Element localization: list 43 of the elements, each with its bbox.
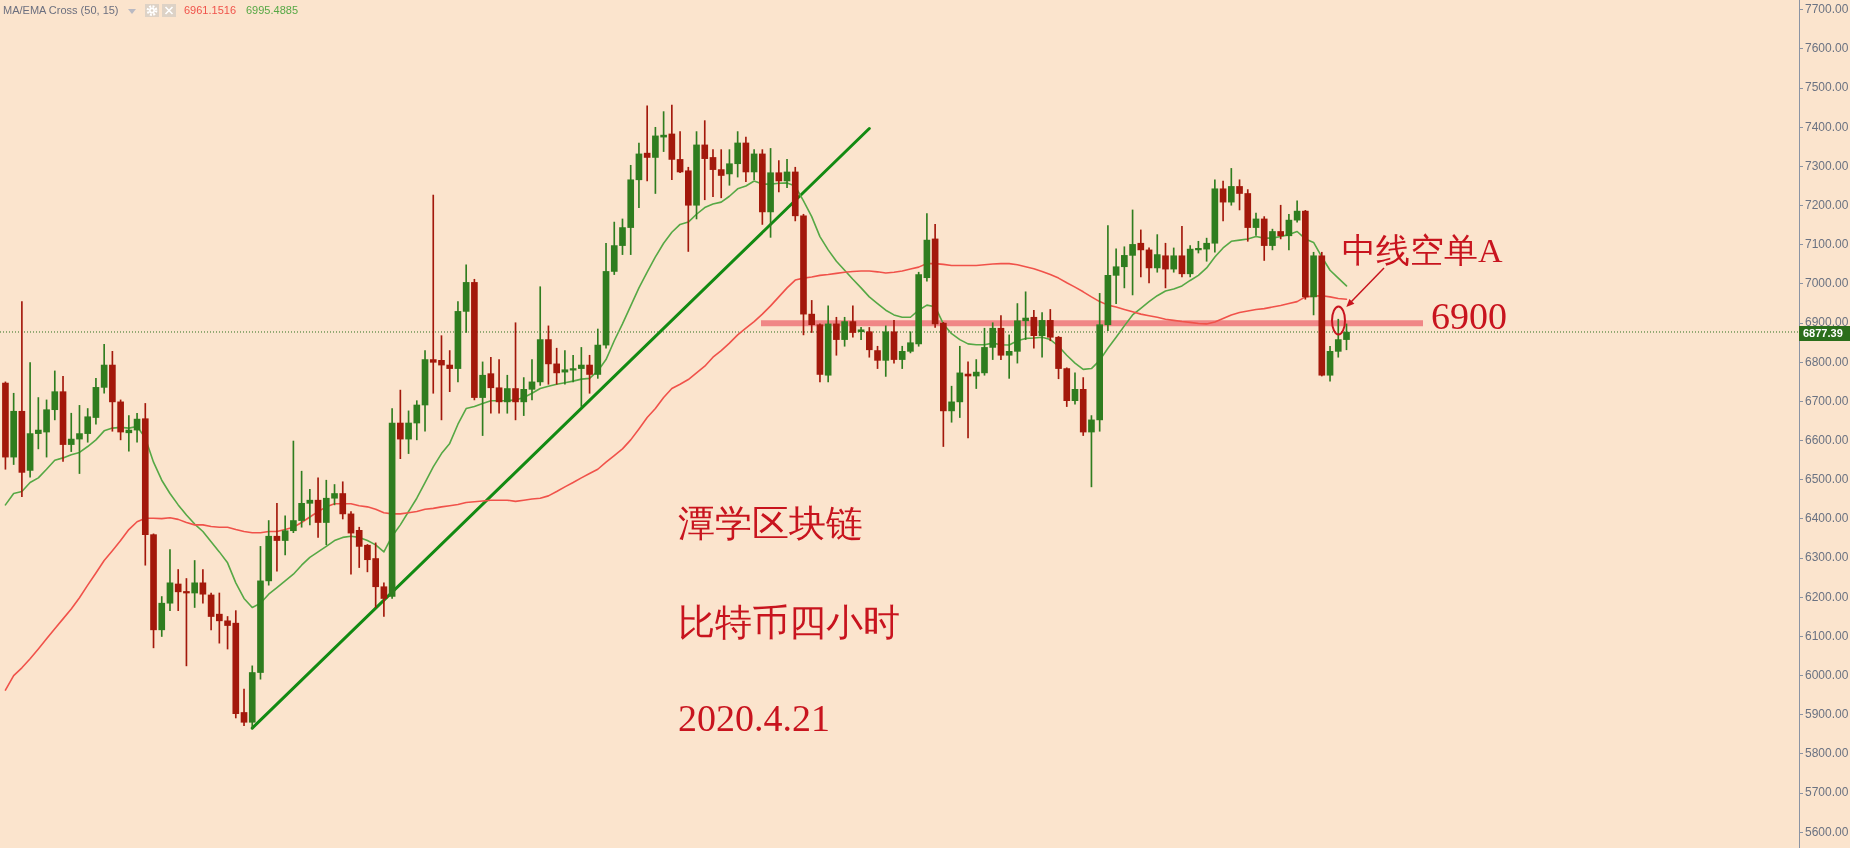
y-tick-label: 6700.00 — [1805, 393, 1849, 408]
y-tick-label: 5600.00 — [1805, 824, 1849, 839]
y-tick-label: 6600.00 — [1805, 432, 1849, 447]
y-tick-label: 7200.00 — [1805, 197, 1849, 212]
annotation: 潭学区块链 — [678, 502, 863, 544]
candlestick — [446, 350, 454, 393]
y-tick-label: 6000.00 — [1805, 667, 1849, 682]
y-tick-label: 5900.00 — [1805, 707, 1849, 722]
ref-line-label: 6900 — [1431, 295, 1507, 338]
candlestick — [1112, 248, 1120, 304]
y-tick-label: 7400.00 — [1805, 119, 1849, 134]
annotation: 6961.1516 — [184, 4, 236, 17]
y-tick-label: 6100.00 — [1805, 628, 1849, 643]
candlestick — [717, 149, 725, 199]
candlestick — [643, 105, 651, 182]
y-tick-label: 6400.00 — [1805, 511, 1849, 526]
y-tick-label: 7300.00 — [1805, 158, 1849, 173]
candlestick — [306, 488, 314, 526]
annotation: 6995.4885 — [246, 4, 298, 17]
y-tick-label: 7700.00 — [1805, 2, 1849, 17]
y-tick-label: 6800.00 — [1805, 354, 1849, 369]
candlestick — [67, 412, 75, 452]
ref-line-label: 6877.39 — [1803, 327, 1843, 340]
annotation: 比特币四小时 — [678, 601, 900, 643]
candlestick — [1277, 204, 1285, 240]
y-tick-label: 6200.00 — [1805, 589, 1849, 604]
y-tick-label: 6500.00 — [1805, 472, 1849, 487]
y-tick-label: 7600.00 — [1805, 41, 1849, 56]
y-tick-label: 5800.00 — [1805, 746, 1849, 761]
candlestick — [857, 327, 865, 340]
y-tick-label: 7500.00 — [1805, 80, 1849, 95]
y-tick-label: 7000.00 — [1805, 276, 1849, 291]
candlestick — [701, 120, 709, 201]
annotation: 中线空单A — [1342, 231, 1503, 269]
y-tick-label: 6900.00 — [1805, 315, 1849, 330]
candlestick — [1137, 229, 1145, 278]
y-tick-label: 7100.00 — [1805, 237, 1849, 252]
candlestick — [561, 350, 569, 385]
y-tick-label: 5700.00 — [1805, 785, 1849, 800]
y-tick-label: 6300.00 — [1805, 550, 1849, 565]
annotation: MA/EMA Cross (50, 15) — [3, 4, 119, 17]
annotation: 2020.4.21 — [678, 696, 830, 739]
candlestick — [273, 502, 281, 572]
